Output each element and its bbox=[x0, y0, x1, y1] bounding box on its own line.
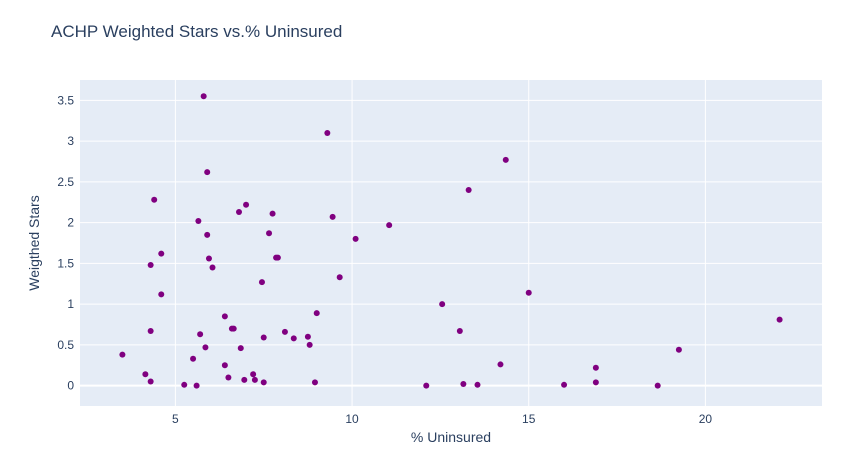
x-tick-label: 20 bbox=[699, 412, 713, 426]
y-tick-label: 0.5 bbox=[57, 338, 74, 352]
y-axis-title: Weigthed Stars bbox=[26, 195, 42, 290]
data-point[interactable] bbox=[258, 279, 265, 286]
data-point[interactable] bbox=[151, 196, 158, 203]
data-point[interactable] bbox=[195, 217, 202, 224]
data-point[interactable] bbox=[225, 374, 232, 381]
data-point[interactable] bbox=[675, 346, 682, 353]
data-point[interactable] bbox=[776, 316, 783, 323]
data-point[interactable] bbox=[329, 213, 336, 220]
data-point[interactable] bbox=[274, 254, 281, 261]
data-point[interactable] bbox=[181, 381, 188, 388]
data-point[interactable] bbox=[147, 262, 154, 269]
data-point[interactable] bbox=[456, 328, 463, 335]
data-point[interactable] bbox=[241, 376, 248, 383]
data-point[interactable] bbox=[142, 371, 149, 378]
data-point[interactable] bbox=[269, 210, 276, 217]
y-tick-label: 3.5 bbox=[57, 93, 74, 107]
y-tick-label: 3 bbox=[67, 134, 74, 148]
data-point[interactable] bbox=[313, 310, 320, 317]
data-point[interactable] bbox=[147, 328, 154, 335]
data-point[interactable] bbox=[158, 291, 165, 298]
y-tick-label: 2.5 bbox=[57, 175, 74, 189]
data-point[interactable] bbox=[221, 362, 228, 369]
data-point[interactable] bbox=[190, 355, 197, 362]
data-point[interactable] bbox=[197, 331, 204, 338]
data-point[interactable] bbox=[250, 371, 257, 378]
data-point[interactable] bbox=[311, 379, 318, 386]
x-tick-label: 10 bbox=[345, 412, 359, 426]
data-point[interactable] bbox=[158, 250, 165, 257]
chart-title: ACHP Weighted Stars vs.% Uninsured bbox=[51, 22, 342, 41]
y-tick-label: 1 bbox=[67, 297, 74, 311]
data-point[interactable] bbox=[525, 289, 532, 296]
data-point[interactable] bbox=[236, 209, 242, 216]
data-point[interactable] bbox=[306, 341, 313, 348]
data-point[interactable] bbox=[266, 230, 273, 237]
data-point[interactable] bbox=[204, 169, 211, 176]
data-point[interactable] bbox=[230, 325, 237, 332]
data-point[interactable] bbox=[502, 156, 509, 163]
data-point[interactable] bbox=[251, 376, 258, 383]
data-point[interactable] bbox=[209, 264, 216, 271]
data-point[interactable] bbox=[561, 381, 568, 388]
data-point[interactable] bbox=[243, 201, 250, 208]
data-point[interactable] bbox=[204, 231, 211, 238]
data-point[interactable] bbox=[336, 274, 343, 281]
data-points bbox=[119, 93, 783, 389]
data-point[interactable] bbox=[324, 129, 331, 136]
data-point[interactable] bbox=[352, 235, 359, 242]
data-point[interactable] bbox=[592, 364, 599, 371]
data-point[interactable] bbox=[497, 361, 504, 368]
data-point[interactable] bbox=[237, 345, 244, 352]
data-point[interactable] bbox=[221, 313, 228, 320]
data-point[interactable] bbox=[460, 380, 467, 387]
data-point[interactable] bbox=[260, 334, 267, 341]
data-point[interactable] bbox=[654, 382, 661, 389]
x-gridlines bbox=[174, 80, 706, 406]
data-point[interactable] bbox=[290, 335, 297, 342]
y-tick-label: 1.5 bbox=[57, 256, 74, 270]
data-point[interactable] bbox=[439, 301, 446, 308]
data-point[interactable] bbox=[200, 93, 207, 100]
data-point[interactable] bbox=[281, 328, 288, 335]
y-tick-labels: 0 0.5 1 1.5 2 2.5 3 3.5 bbox=[57, 93, 74, 392]
x-tick-label: 15 bbox=[522, 412, 536, 426]
data-point[interactable] bbox=[193, 382, 200, 389]
data-point[interactable] bbox=[205, 255, 212, 262]
plot-background bbox=[80, 80, 822, 406]
data-point[interactable] bbox=[592, 379, 599, 386]
y-tick-label: 0 bbox=[67, 379, 74, 393]
data-point[interactable] bbox=[304, 333, 311, 340]
data-point[interactable] bbox=[260, 379, 267, 386]
x-tick-labels: 5 10 15 20 bbox=[172, 412, 712, 426]
data-point[interactable] bbox=[386, 222, 393, 229]
data-point[interactable] bbox=[147, 378, 154, 385]
data-point[interactable] bbox=[423, 382, 430, 389]
x-axis-title: % Uninsured bbox=[411, 429, 491, 445]
data-point[interactable] bbox=[202, 344, 209, 351]
data-point[interactable] bbox=[465, 187, 472, 194]
y-gridlines bbox=[80, 99, 822, 387]
y-tick-label: 2 bbox=[67, 216, 74, 230]
x-tick-label: 5 bbox=[172, 412, 179, 426]
data-point[interactable] bbox=[474, 381, 481, 388]
data-point[interactable] bbox=[119, 351, 126, 358]
